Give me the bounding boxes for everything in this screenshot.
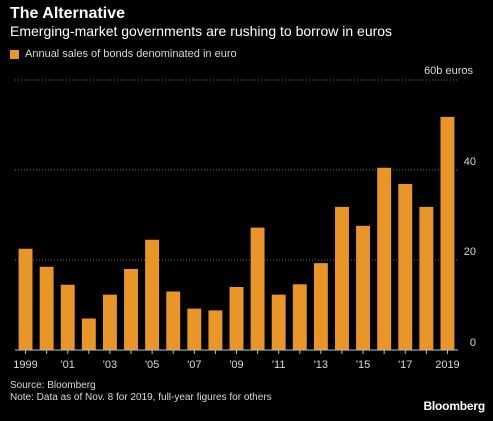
bar-2016 — [377, 167, 392, 350]
footer: Source: Bloomberg Note: Data as of Nov. … — [10, 380, 272, 404]
bar-1999 — [18, 248, 33, 350]
source-text: Source: Bloomberg — [10, 380, 96, 391]
bar-2019 — [440, 116, 455, 351]
bar-2002 — [81, 318, 96, 350]
bar-2004 — [124, 269, 138, 350]
chart-subtitle: Emerging-market governments are rushing … — [10, 23, 393, 39]
x-tick-label: 1999 — [13, 359, 37, 371]
bar-2006 — [166, 291, 181, 350]
y-tick-label: 20 — [464, 246, 476, 258]
x-tick-label: '07 — [187, 359, 201, 371]
x-tick-label: '15 — [356, 359, 370, 371]
x-tick-label: '17 — [398, 359, 412, 371]
x-tick-label: '01 — [61, 359, 75, 371]
bar-2001 — [60, 284, 75, 350]
bar-2008 — [208, 310, 223, 350]
bar-2000 — [39, 266, 54, 350]
x-tick-label: '11 — [272, 359, 286, 371]
bar-2013 — [313, 263, 328, 350]
y-tick-label: 40 — [464, 156, 476, 168]
bar-2014 — [335, 206, 349, 350]
x-tick-label: '09 — [229, 359, 243, 371]
y-tick-label: 0 — [470, 337, 476, 349]
x-tick-label: 2019 — [435, 359, 459, 371]
x-tick-label: '03 — [103, 359, 117, 371]
chart-title: The Alternative — [10, 5, 125, 22]
bar-2003 — [102, 294, 117, 350]
bar-2017 — [398, 183, 413, 350]
bar-2009 — [229, 287, 244, 350]
x-tick-label: '05 — [145, 359, 159, 371]
bar-2015 — [356, 225, 371, 350]
x-tick-label: '13 — [314, 359, 328, 371]
legend-swatch — [10, 49, 19, 59]
note-text: Note: Data as of Nov. 8 for 2019, full-y… — [10, 392, 272, 403]
bar-2005 — [145, 239, 160, 350]
legend-label: Annual sales of bonds denominated in eur… — [25, 48, 237, 60]
bar-2010 — [250, 227, 265, 350]
bloomberg-logo: Bloomberg — [423, 399, 485, 413]
legend: Annual sales of bonds denominated in eur… — [10, 48, 237, 60]
bar-2007 — [187, 308, 202, 350]
bar-2011 — [271, 294, 286, 350]
bar-2018 — [419, 206, 434, 350]
y-axis-unit-label: 60b euros — [424, 65, 473, 77]
bar-2012 — [292, 284, 307, 350]
